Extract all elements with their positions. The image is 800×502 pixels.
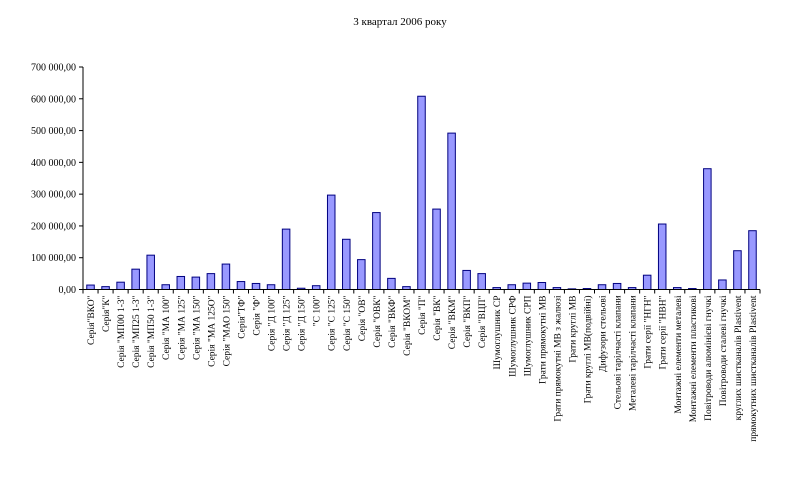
bar — [221, 263, 231, 291]
bars — [86, 95, 757, 291]
x-tick-label: Серія "МА 100" — [162, 295, 172, 360]
x-tick-label: Серія "МА 150" — [192, 295, 202, 360]
bar — [537, 282, 547, 291]
x-tick-label: Серія "МП50 1-3" — [147, 295, 157, 368]
bar — [703, 168, 712, 291]
bar — [206, 273, 216, 290]
x-tick-label: Грати прямокутні МВ — [538, 296, 548, 384]
y-tick-label: 200 000,00 — [31, 221, 76, 232]
x-tick-label: Дифузори стельові — [598, 295, 609, 372]
x-tick-label: Грати серії "НВН" — [659, 295, 669, 369]
x-tick-label: Серія "Д 125" — [283, 295, 293, 351]
x-tick-label: Серія "ВЦП" — [478, 295, 488, 348]
bar — [462, 269, 471, 290]
x-tick-label: Монтажні елементи пластикові — [689, 295, 699, 422]
x-tick-label: Серія "П" — [418, 295, 428, 335]
bar — [146, 254, 155, 290]
bar — [507, 284, 517, 291]
bar — [387, 277, 396, 291]
x-tick-label: Серія "ВКП" — [463, 295, 473, 347]
bar — [612, 282, 622, 290]
y-tick-label: 400 000,00 — [31, 158, 76, 169]
x-tick-label: Серія "ВКМ" — [448, 295, 458, 349]
bar — [733, 250, 742, 290]
bar — [522, 282, 532, 291]
x-tick-label: Серія "Д 100" — [268, 295, 278, 351]
bar — [161, 284, 170, 291]
bar — [657, 223, 667, 291]
x-tick-label: Серія "ВКФ" — [388, 295, 398, 347]
x-tick-label: Серія "Ф" — [253, 295, 263, 335]
x-tick-label: Серія "ОВ" — [358, 295, 368, 341]
x-tick-label: Серія "Д 150" — [298, 295, 308, 351]
chart-title: 3 квартал 2006 року — [353, 16, 447, 28]
x-tick-label: Шумоглушник СРФ — [508, 295, 518, 377]
y-tick-label: 100 000,00 — [31, 253, 76, 264]
x-tick-label: круглих шистканалів Plastivent — [734, 295, 744, 420]
bar — [191, 276, 201, 291]
x-tick-label: Серія"ТФ" — [237, 295, 247, 338]
bar — [236, 281, 246, 290]
x-tick-label: Серія "МП25 1-3" — [132, 295, 142, 368]
x-tick-label: Повітроводи алюмінієві гнучкі — [704, 295, 714, 421]
bar — [432, 208, 441, 290]
x-tick-label: Серія "МА 125" — [177, 295, 187, 360]
x-tick-label: Грати прямокутні МВ з жалюзі — [553, 295, 563, 421]
x-tick-label: Серія "ВК" — [433, 295, 443, 340]
bar — [342, 238, 351, 290]
bar — [417, 95, 426, 290]
y-axis: 0,00 100 000,00 200 000,00 300 000,00 400 00… — [31, 63, 84, 296]
bar — [477, 273, 486, 290]
y-tick-label: 600 000,00 — [31, 94, 76, 105]
bar — [116, 281, 125, 291]
x-tick-label: Стельові тарілчасті клапани — [614, 296, 624, 410]
x-tick-label: Серія "МАО 150" — [222, 295, 232, 366]
x-axis: Серія"ВКО" Серія"К" Серія "МП00 1-3" Серія … — [82, 289, 761, 442]
y-tick-label: 300 000,00 — [31, 190, 76, 201]
x-tick-label: Грати круглі МВ — [568, 296, 578, 363]
x-tick-label: Повітроводи сталеві гнучкі — [719, 295, 729, 406]
bar — [748, 230, 757, 290]
bar — [357, 259, 366, 290]
y-tick-label: 500 000,00 — [31, 126, 76, 137]
y-tick-label: 0,00 — [59, 285, 77, 296]
x-tick-label: "С 100" — [313, 295, 323, 326]
x-tick-label: Серія "С 150" — [343, 295, 353, 351]
bar — [266, 284, 276, 291]
bar — [251, 282, 261, 290]
x-tick-label: Металеві тарілчасті клапани — [629, 296, 639, 411]
bar — [597, 284, 607, 291]
x-tick-label: Серія "С 125" — [328, 295, 338, 351]
bar — [281, 228, 291, 290]
y-tick-label: 700 000,00 — [31, 63, 76, 74]
bar — [131, 268, 140, 291]
x-tick-label: Монтажні елементи металеві — [674, 295, 684, 414]
bar — [372, 212, 381, 290]
bar — [176, 275, 186, 291]
x-tick-label: Серія "МП00 1-3" — [117, 295, 127, 368]
bar — [311, 285, 321, 291]
bar — [718, 279, 727, 290]
bar — [642, 274, 652, 291]
x-tick-label: Серія "ОВК" — [373, 295, 383, 347]
x-tick-label: Серія "МА 125О" — [207, 295, 217, 366]
x-tick-label: Грати круглі МВ(подвійні) — [582, 296, 593, 404]
x-tick-label: Серія"ВКО" — [87, 295, 97, 345]
x-tick-label: Грати серії "НГН" — [644, 295, 654, 368]
bar — [86, 284, 95, 290]
x-tick-label: Шумоглушник СРП — [523, 295, 533, 376]
bar — [326, 194, 336, 291]
bar — [447, 132, 456, 290]
x-tick-label: Шумоглушник СР — [493, 296, 503, 370]
x-tick-label: Серія"К" — [102, 295, 112, 332]
x-tick-label: прямокутних шистканалів Plastivent — [749, 295, 759, 442]
x-tick-label: Серія "ВКОМ" — [403, 295, 413, 355]
